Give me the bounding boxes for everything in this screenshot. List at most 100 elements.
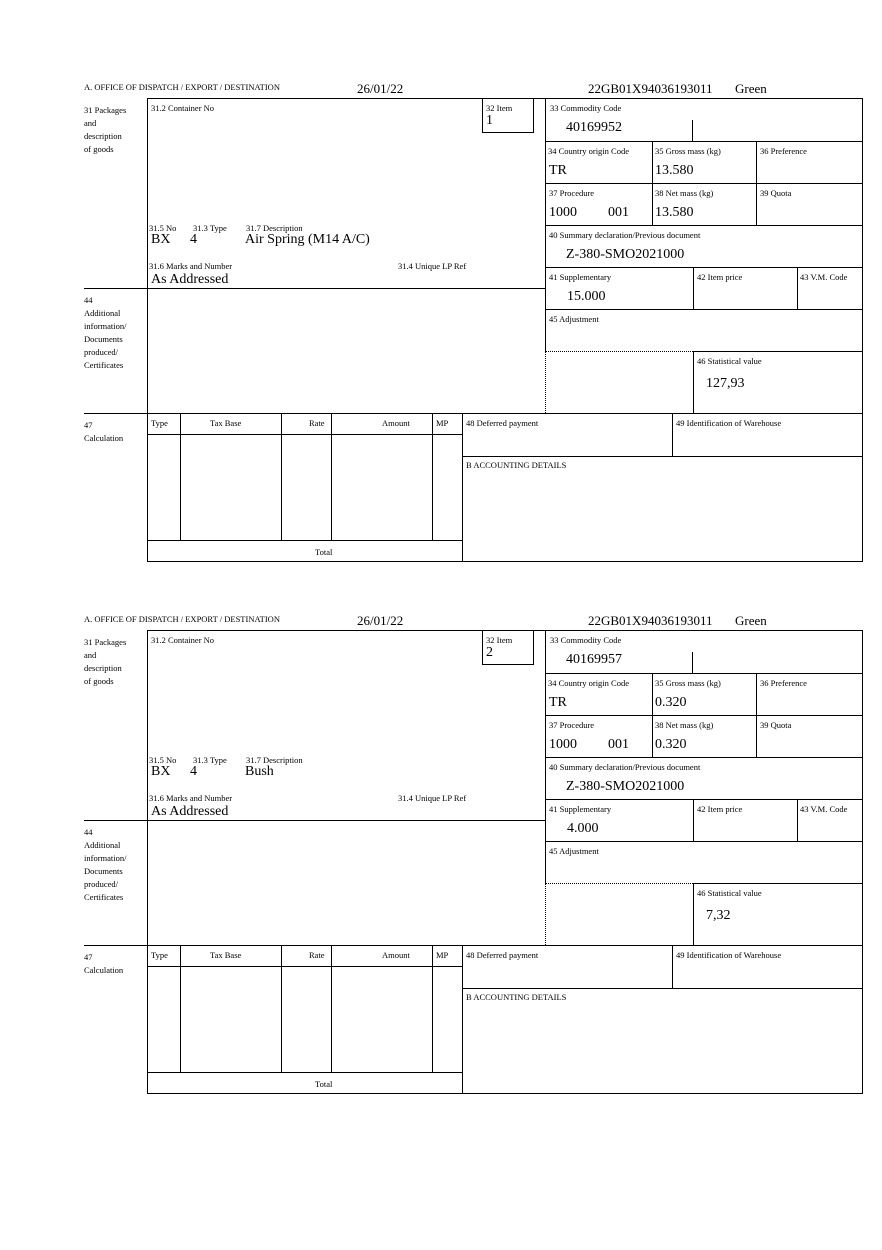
deferred-payment-label: 48 Deferred payment — [466, 418, 539, 428]
divider — [462, 988, 862, 989]
country-origin-label: 34 Country origin Code — [548, 146, 629, 156]
dotted-divider — [545, 351, 546, 413]
divider — [672, 945, 673, 988]
item-price-label: 42 Item price — [697, 804, 743, 814]
form-frame — [147, 630, 863, 1094]
item-label: 32 Item — [486, 635, 513, 645]
package-kind: BX — [151, 764, 171, 779]
adjustment-label: 45 Adjustment — [549, 314, 599, 324]
summary-declaration-label: 40 Summary declaration/Previous document — [549, 230, 701, 240]
divider — [693, 267, 694, 309]
divider — [545, 757, 862, 758]
additional-info-label: 44 Additional information/ Documents pro… — [84, 295, 127, 370]
procedure-label: 37 Procedure — [549, 188, 595, 198]
mp-header: MP — [436, 418, 449, 428]
route-status: Green — [735, 613, 767, 628]
commodity-code: 40169952 — [566, 120, 622, 135]
marks-label: 31.6 Marks and Number — [149, 261, 233, 271]
unique-lp-label: 31.4 Unique LP Ref — [398, 261, 467, 271]
divider — [545, 673, 862, 674]
type-label: 31.3 Type — [193, 755, 227, 765]
item-price-label: 42 Item price — [697, 272, 743, 282]
additional-info-label: 44 Additional information/ Documents pro… — [84, 827, 127, 902]
warehouse-label: 49 Identification of Warehouse — [676, 950, 782, 960]
supplementary-label: 41 Supplementary — [549, 804, 612, 814]
divider — [545, 630, 546, 883]
description-label: 31.7 Description — [246, 223, 303, 233]
summary-declaration: Z-380-SMO2021000 — [566, 247, 685, 262]
divider — [147, 966, 462, 967]
amount-header: Amount — [382, 418, 410, 428]
total-label: Total — [315, 1079, 333, 1089]
divider — [462, 945, 463, 1093]
summary-declaration: Z-380-SMO2021000 — [566, 779, 685, 794]
divider — [84, 288, 545, 289]
item-box — [482, 631, 534, 665]
divider — [545, 98, 546, 351]
country-origin: TR — [549, 695, 567, 710]
package-count: 4 — [190, 232, 197, 247]
supplementary-label: 41 Supplementary — [549, 272, 612, 282]
warehouse-label: 49 Identification of Warehouse — [676, 418, 782, 428]
country-origin-label: 34 Country origin Code — [548, 678, 629, 688]
tax-base-header: Tax Base — [210, 950, 242, 960]
item-number: 1 — [486, 113, 493, 128]
divider — [147, 1072, 462, 1073]
dotted-divider — [545, 883, 693, 884]
divider — [331, 413, 332, 540]
divider — [756, 673, 757, 757]
reference-number: 22GB01X94036193011 — [588, 613, 713, 628]
item-box — [482, 99, 534, 133]
procedure-additional-code: 001 — [608, 205, 629, 220]
type-label: 31.3 Type — [193, 223, 227, 233]
statistical-value-label: 46 Statistical value — [697, 356, 762, 366]
divider — [692, 120, 693, 141]
divider — [281, 945, 282, 1072]
divider — [693, 351, 694, 413]
item-label: 32 Item — [486, 103, 513, 113]
reference-number: 22GB01X94036193011 — [588, 81, 713, 96]
total-label: Total — [315, 547, 333, 557]
divider — [84, 945, 862, 946]
form-frame — [147, 98, 863, 562]
description-label: 31.7 Description — [246, 755, 303, 765]
divider — [693, 799, 694, 841]
accounting-details-label: B ACCOUNTING DETAILS — [466, 460, 567, 470]
divider — [652, 141, 653, 225]
mp-header: MP — [436, 950, 449, 960]
item-number: 2 — [486, 645, 493, 660]
preference-label: 36 Preference — [760, 146, 807, 156]
adjustment-label: 45 Adjustment — [549, 846, 599, 856]
procedure-code: 1000 — [549, 205, 577, 220]
quota-label: 39 Quota — [760, 720, 792, 730]
deferred-payment-label: 48 Deferred payment — [466, 950, 539, 960]
procedure-label: 37 Procedure — [549, 720, 595, 730]
divider — [652, 673, 653, 757]
amount-header: Amount — [382, 950, 410, 960]
divider — [693, 883, 694, 945]
preference-label: 36 Preference — [760, 678, 807, 688]
divider — [545, 309, 862, 310]
vm-code-label: 43 V.M. Code — [800, 272, 848, 282]
divider — [180, 945, 181, 1072]
divider — [545, 141, 862, 142]
package-kind: BX — [151, 232, 171, 247]
country-origin: TR — [549, 163, 567, 178]
calculation-label: 47 Calculation — [84, 420, 124, 443]
divider — [545, 841, 862, 842]
divider — [693, 883, 862, 884]
divider — [331, 945, 332, 1072]
divider — [797, 799, 798, 841]
unique-lp-label: 31.4 Unique LP Ref — [398, 793, 467, 803]
divider — [545, 225, 862, 226]
statistical-value-label: 46 Statistical value — [697, 888, 762, 898]
no-label: 31.5 No — [149, 755, 177, 765]
procedure-additional-code: 001 — [608, 737, 629, 752]
date: 26/01/22 — [357, 81, 404, 96]
dotted-divider — [545, 351, 693, 352]
divider — [545, 183, 862, 184]
marks-value: As Addressed — [151, 272, 229, 287]
supplementary-value: 15.000 — [567, 289, 606, 304]
goods-description: Air Spring (M14 A/C) — [245, 232, 370, 247]
